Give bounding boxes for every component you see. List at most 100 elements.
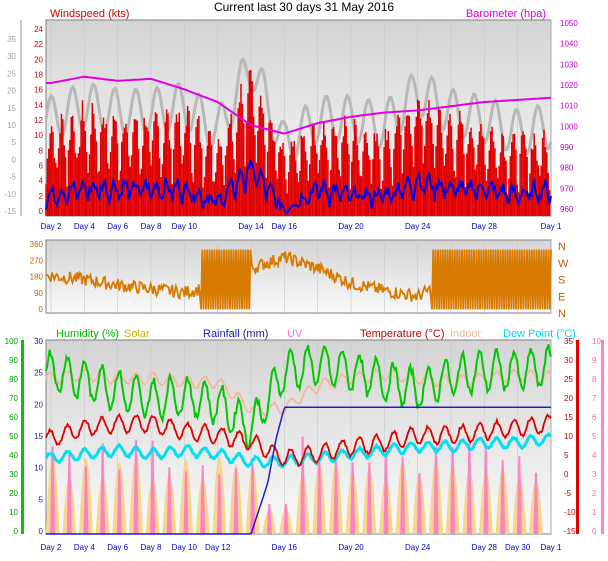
y-tick-outer: 35 [7, 35, 16, 44]
legend-dew: Dew Point (°C) [503, 328, 576, 340]
x-tick: Day 20 [338, 222, 364, 231]
uv-spike [183, 471, 189, 534]
y-tick-outer: -5 [9, 173, 17, 182]
y-tick-wind: 20 [34, 55, 43, 64]
y-tick-humidity: 50 [9, 432, 18, 441]
y-tick-humidity: 30 [9, 470, 18, 479]
y-tick-baro: 1000 [560, 122, 578, 131]
y-tick-outer: -15 [4, 207, 16, 216]
legend-solar: Solar [124, 328, 150, 340]
x-tick: Day 4 [74, 543, 95, 552]
y-tick-temperature: 30 [564, 356, 573, 365]
x-tick: Day 10 [172, 543, 198, 552]
y-tick-temperature: 5 [564, 451, 569, 460]
y-tick-rainfall: 30 [34, 337, 43, 346]
uv-spike [350, 461, 356, 534]
y-tick-uv: 9 [592, 356, 597, 365]
y-tick-humidity: 40 [9, 451, 18, 460]
y-tick-baro: 970 [560, 184, 574, 193]
y-tick-wind: 18 [34, 71, 43, 80]
y-tick-wind: 8 [39, 146, 44, 155]
y-tick-baro: 960 [560, 205, 574, 214]
temperature-line [45, 412, 552, 468]
x-tick: Day 2 [41, 222, 62, 231]
y-tick-rainfall: 0 [39, 527, 44, 536]
uv-spike [100, 443, 106, 534]
uv-spike [250, 463, 256, 534]
uv-spike [450, 447, 456, 534]
y-tick-baro: 980 [560, 164, 574, 173]
uv-spike [416, 473, 422, 534]
x-tick: Day 16 [272, 222, 298, 231]
uv-spike [133, 439, 139, 534]
y-tick-humidity: 80 [9, 375, 18, 384]
y-tick-outer: -10 [4, 190, 16, 199]
x-tick: Day 14 [238, 222, 264, 231]
barometer-line [46, 75, 552, 135]
gust-series-line [44, 56, 553, 163]
x-tick: Day 24 [405, 543, 431, 552]
uv-spike [200, 465, 206, 534]
x-tick: Day 12 [205, 543, 231, 552]
y-tick-wind: 16 [34, 86, 43, 95]
y-tick-compass: S [558, 275, 565, 287]
y-tick-uv: 1 [592, 508, 597, 517]
y-tick-outer: 20 [7, 87, 16, 96]
y-tick-temperature: 25 [564, 375, 573, 384]
x-tick: Day 10 [172, 222, 198, 231]
x-tick: Day 20 [338, 543, 364, 552]
y-tick-uv: 8 [592, 375, 597, 384]
y-tick-compass: N [558, 241, 566, 253]
uv-axis-bar [601, 340, 604, 534]
uv-spike [366, 462, 372, 534]
y-tick-wind: 24 [34, 25, 43, 34]
legend-temperature: Temperature (°C) [360, 328, 444, 340]
y-tick-temperature: -10 [564, 508, 576, 517]
windspeed-label: Windspeed (kts) [50, 8, 129, 20]
legend-rainfall: Rainfall (mm) [203, 328, 268, 340]
y-tick-uv: 2 [592, 489, 597, 498]
y-tick-humidity: 10 [9, 508, 18, 517]
y-tick-wind: 12 [34, 116, 43, 125]
uv-spike [433, 446, 439, 534]
y-tick-baro: 1030 [560, 60, 578, 69]
y-tick-humidity: 100 [5, 337, 19, 346]
y-tick-direction: 180 [30, 273, 44, 282]
y-tick-uv: 5 [592, 432, 597, 441]
y-tick-humidity: 90 [9, 356, 18, 365]
y-tick-temperature: 10 [564, 432, 573, 441]
y-tick-compass: E [558, 291, 565, 303]
y-tick-baro: 1020 [560, 81, 578, 90]
y-tick-temperature: 15 [564, 413, 573, 422]
uv-spike [266, 504, 272, 534]
y-tick-rainfall: 20 [34, 400, 43, 409]
uv-spike [166, 467, 172, 534]
y-tick-humidity: 70 [9, 394, 18, 403]
uv-spike [483, 446, 489, 534]
y-tick-rainfall: 25 [34, 369, 43, 378]
y-tick-outer: 5 [12, 138, 17, 147]
uv-spike [216, 473, 222, 534]
uv-spike [83, 466, 89, 534]
x-tick: Day 30 [505, 543, 531, 552]
y-tick-outer: 25 [7, 69, 16, 78]
y-tick-outer: 15 [7, 104, 16, 113]
wind-avg-line [45, 159, 552, 215]
y-tick-temperature: -5 [564, 489, 572, 498]
x-tick: Day 16 [272, 543, 298, 552]
uv-spike [283, 504, 289, 534]
uv-spike [116, 469, 122, 534]
y-tick-temperature: 20 [564, 394, 573, 403]
outer-axis-bar [20, 20, 22, 216]
uv-spike [383, 447, 389, 534]
x-tick: Day 1 [541, 543, 562, 552]
y-tick-wind: 2 [39, 192, 44, 201]
y-tick-direction: 90 [34, 289, 43, 298]
y-tick-uv: 6 [592, 413, 597, 422]
y-tick-compass: W [558, 258, 569, 270]
y-tick-baro: 1040 [560, 40, 578, 49]
y-tick-direction: 0 [39, 305, 44, 314]
x-tick: Day 8 [141, 543, 162, 552]
y-tick-direction: 270 [30, 256, 44, 265]
